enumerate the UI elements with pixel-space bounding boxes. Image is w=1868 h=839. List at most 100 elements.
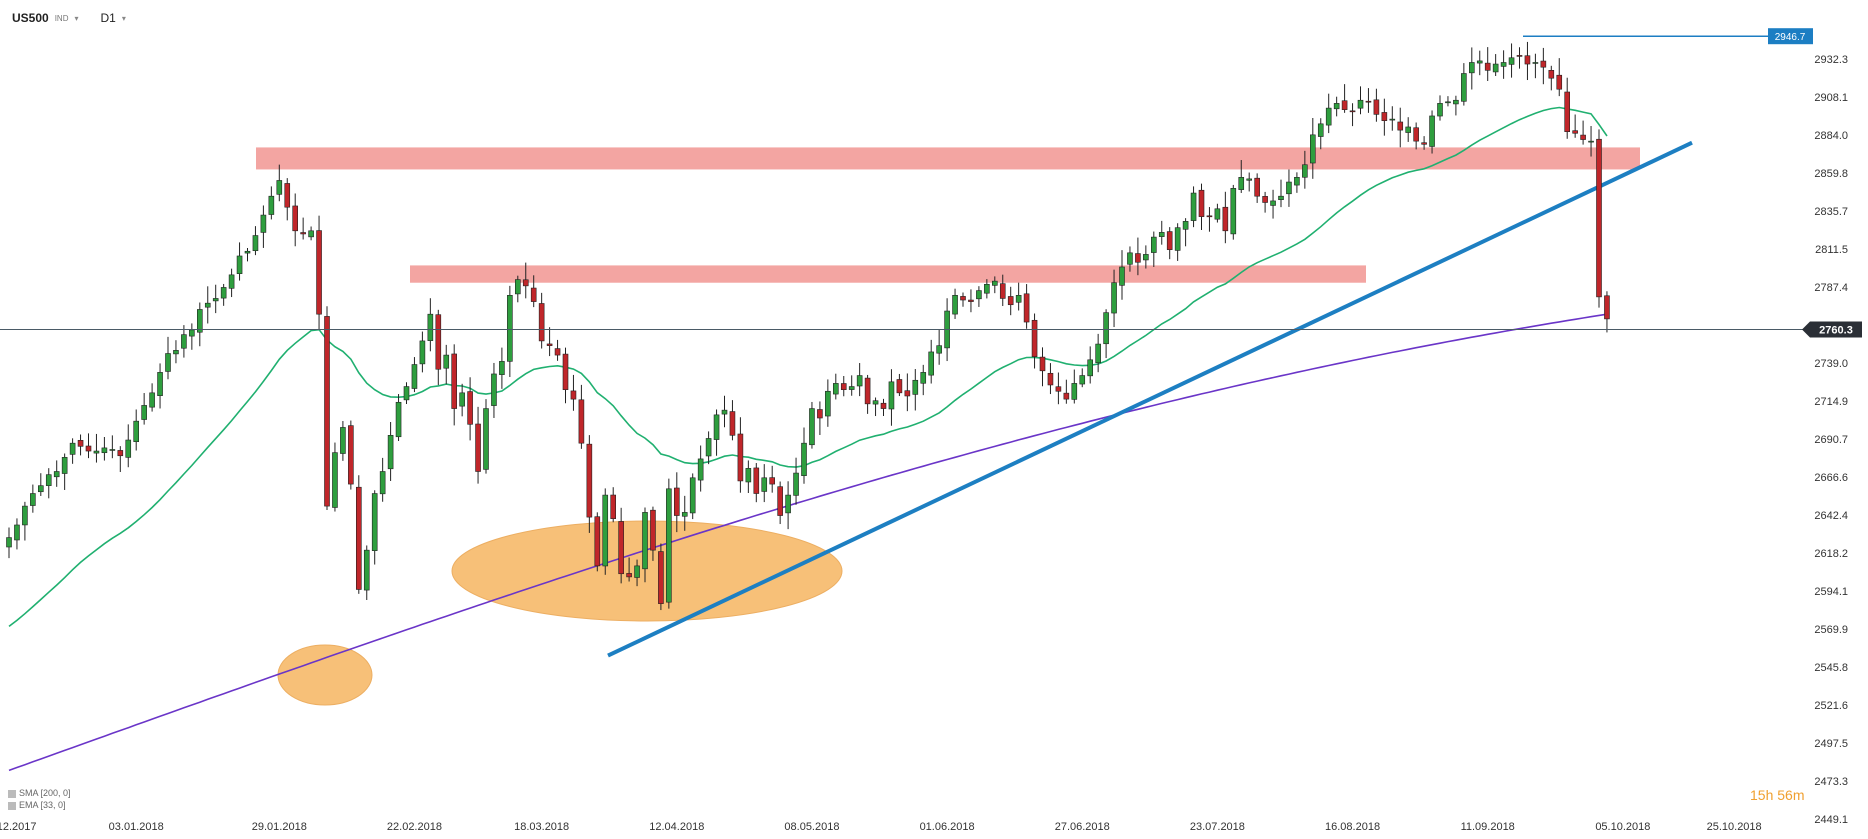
candle-body <box>260 214 267 233</box>
candle-body <box>801 442 807 476</box>
candle <box>1524 41 1531 81</box>
candle <box>825 379 831 427</box>
ema-swatch-icon <box>8 801 16 810</box>
candle-body <box>220 287 227 299</box>
candle <box>1572 114 1578 138</box>
candle <box>1405 117 1411 142</box>
candle <box>340 421 346 461</box>
candle <box>173 340 179 364</box>
candle-body <box>1063 392 1070 400</box>
candle-body <box>1310 134 1316 164</box>
current-price-label-bg <box>1802 321 1862 338</box>
candle <box>244 248 251 262</box>
candle-body <box>252 235 259 252</box>
candle-body <box>1270 200 1276 206</box>
candle <box>809 401 815 449</box>
candle-body <box>109 449 116 451</box>
candle <box>1174 223 1181 261</box>
candle-body <box>650 509 656 551</box>
candle <box>1540 47 1547 85</box>
candle-body <box>165 353 171 372</box>
candle <box>1516 47 1523 69</box>
candle-body <box>1405 126 1411 133</box>
candle-body <box>403 386 410 401</box>
candle-body <box>538 303 545 342</box>
candle <box>737 417 744 493</box>
candle-body <box>1476 60 1483 64</box>
candle-body <box>1079 375 1086 385</box>
symbol-dropdown-icon[interactable]: ▾ <box>74 13 79 23</box>
candle <box>817 401 823 435</box>
candle-body <box>952 295 958 315</box>
candle-body <box>991 280 998 286</box>
candle-body <box>77 440 84 447</box>
y-tick-label: 2739.0 <box>1814 358 1848 370</box>
candle-body <box>1572 130 1578 134</box>
candle-body <box>30 493 36 506</box>
candle <box>1031 313 1038 369</box>
candle-body <box>1333 103 1340 110</box>
candle-body <box>284 183 291 208</box>
candle-body <box>514 279 521 295</box>
candle <box>1055 372 1062 405</box>
candle <box>1564 77 1570 139</box>
timeframe-dropdown-icon[interactable]: ▾ <box>121 13 126 23</box>
x-tick-label: 11.09.2018 <box>1461 821 1515 833</box>
candle <box>896 373 903 397</box>
candle-body <box>125 439 132 458</box>
candle-body <box>1453 99 1459 105</box>
candle <box>37 473 44 496</box>
candle <box>1111 269 1117 328</box>
candle <box>435 309 442 386</box>
uptrend-line <box>607 140 1693 658</box>
candle <box>348 420 354 490</box>
y-tick-label: 2690.7 <box>1814 434 1848 446</box>
candle-body <box>483 408 489 470</box>
candle <box>1039 347 1046 387</box>
candle-body <box>1389 118 1396 121</box>
candle-body <box>976 290 982 300</box>
candle <box>666 478 672 609</box>
legend-sma[interactable]: SMA [200, 0] <box>8 787 71 799</box>
candle <box>920 364 927 396</box>
candle <box>411 357 418 393</box>
candle-body <box>1588 140 1594 143</box>
y-tick-label: 2594.1 <box>1814 586 1848 598</box>
candle <box>1484 47 1491 82</box>
x-tick-label: 08.05.2018 <box>784 821 839 833</box>
candle <box>451 344 458 426</box>
y-tick-label: 2497.5 <box>1814 738 1848 750</box>
candle-body <box>1206 215 1213 218</box>
candle <box>928 339 935 384</box>
candle-body <box>1429 115 1435 147</box>
candle <box>976 286 982 307</box>
candle-body <box>904 390 911 397</box>
timeframe-label[interactable]: D1 <box>100 11 116 25</box>
candle <box>1246 172 1252 192</box>
candle <box>499 347 505 389</box>
x-tick-label: 01.06.2018 <box>920 821 975 833</box>
candle-body <box>697 458 704 481</box>
candle-body <box>1262 196 1268 203</box>
legend-ema[interactable]: EMA [33, 0] <box>8 799 71 811</box>
candle-body <box>371 493 378 551</box>
candle-body <box>181 334 187 349</box>
candle-body <box>729 411 736 436</box>
candle-body <box>1413 127 1419 142</box>
symbol-label[interactable]: US500 <box>12 11 49 25</box>
candle <box>189 323 195 350</box>
candle-body <box>292 205 299 232</box>
candle-body <box>1071 383 1078 400</box>
candle <box>260 205 267 248</box>
candle <box>610 487 617 523</box>
candle <box>220 283 227 306</box>
candle <box>1222 191 1229 244</box>
candle-body <box>1095 343 1101 364</box>
indicator-legend: SMA [200, 0] EMA [33, 0] <box>8 787 71 811</box>
candle-body <box>713 414 720 440</box>
candle <box>522 262 529 299</box>
candle-body <box>761 477 768 492</box>
candle <box>562 347 569 404</box>
candle <box>6 527 12 559</box>
